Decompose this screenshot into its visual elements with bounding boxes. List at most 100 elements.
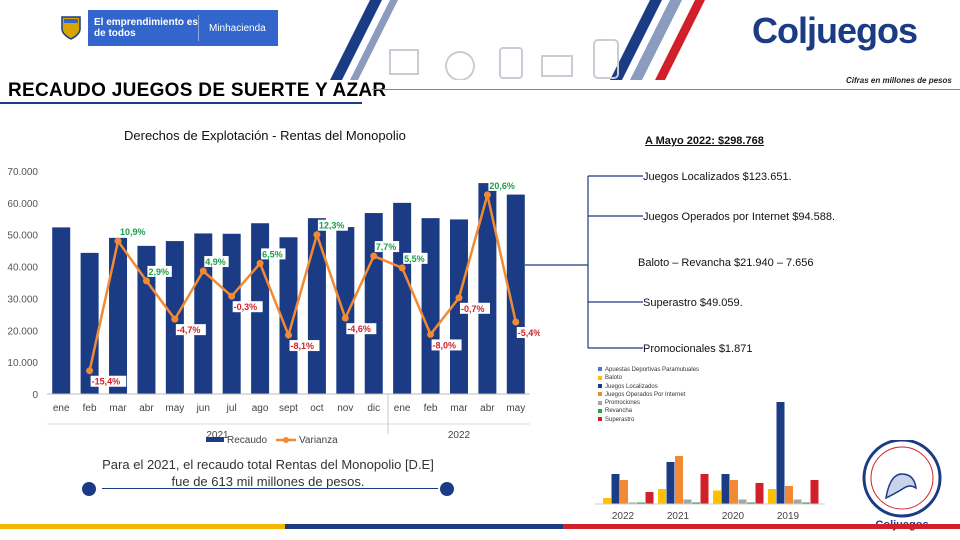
bar bbox=[393, 202, 412, 394]
ministry-name: Minhacienda bbox=[209, 22, 266, 34]
mini-chart-legend: Apuestas Deportivas Paramutuales Baloto Ju… bbox=[598, 366, 699, 424]
mini-legend-swatch bbox=[598, 408, 602, 413]
y-tick-label: 10.000 bbox=[7, 358, 38, 369]
mini-bar bbox=[628, 502, 637, 504]
varianza-point bbox=[370, 252, 378, 260]
mini-bar bbox=[637, 502, 645, 504]
mini-legend-label: Promociones bbox=[605, 400, 641, 407]
varianza-point bbox=[114, 237, 122, 245]
title-underline bbox=[0, 80, 362, 104]
x-tick-label: abr bbox=[139, 403, 154, 414]
varianza-point bbox=[427, 330, 435, 338]
mini-bar bbox=[683, 499, 692, 504]
mini-bar bbox=[700, 474, 709, 504]
y-tick-label: 70.000 bbox=[7, 167, 38, 178]
varianza-label-bg bbox=[90, 375, 127, 387]
varianza-point bbox=[341, 314, 349, 322]
bar bbox=[109, 237, 128, 394]
mini-bar bbox=[738, 499, 747, 504]
legend-marker-varianza bbox=[283, 437, 289, 443]
title-rule bbox=[372, 89, 960, 90]
gov-divider bbox=[198, 15, 199, 41]
summary-note: Para el 2021, el recaudo total Rentas de… bbox=[102, 457, 434, 489]
mini-legend-swatch bbox=[598, 384, 602, 389]
mini-x-label: 2021 bbox=[667, 511, 690, 522]
x-tick-label: abr bbox=[480, 403, 495, 414]
varianza-label: -4,6% bbox=[347, 324, 371, 334]
mini-legend-swatch bbox=[598, 400, 602, 405]
varianza-point bbox=[256, 259, 264, 267]
mini-bar bbox=[730, 480, 738, 504]
varianza-point bbox=[199, 267, 207, 275]
varianza-label: -8,0% bbox=[433, 340, 457, 350]
varianza-point bbox=[512, 318, 520, 326]
x-tick-label: mar bbox=[109, 403, 127, 414]
varianza-label-bg bbox=[175, 324, 206, 336]
mini-legend-item: Superastro bbox=[598, 416, 699, 424]
varianza-label: -5,4% bbox=[518, 328, 540, 338]
units-note: Cifras en millones de pesos bbox=[846, 76, 952, 85]
mini-bar bbox=[810, 480, 819, 504]
mini-bar bbox=[802, 502, 810, 504]
mini-bar bbox=[620, 480, 628, 504]
varianza-label-bg bbox=[431, 339, 462, 351]
varianza-label: -4,7% bbox=[177, 325, 201, 335]
mini-legend-item: Juegos Localizados bbox=[598, 383, 699, 391]
mini-legend-swatch bbox=[598, 417, 602, 422]
varianza-label: 10,9% bbox=[120, 227, 146, 237]
x-tick-label: feb bbox=[424, 403, 438, 414]
mini-bar bbox=[768, 489, 776, 504]
varianza-point bbox=[142, 277, 150, 285]
mini-bar bbox=[793, 499, 802, 504]
page-title: RECAUDO JUEGOS DE SUERTE Y AZAR bbox=[8, 80, 387, 101]
varianza-label: 12,3% bbox=[319, 221, 345, 231]
x-tick-label: ene bbox=[394, 403, 411, 414]
mini-legend-label: Baloto bbox=[605, 375, 623, 382]
varianza-label: -15,4% bbox=[92, 377, 121, 387]
bar bbox=[336, 227, 355, 394]
varianza-label-bg bbox=[374, 241, 400, 253]
mini-bar bbox=[776, 402, 785, 504]
x-tick-label: ene bbox=[53, 403, 70, 414]
varianza-label-bg bbox=[232, 301, 263, 313]
coljuegos-logo: Coljuegos bbox=[752, 10, 918, 51]
varianza-label-bg bbox=[403, 252, 428, 264]
salud-seal: Coljuegos bbox=[862, 440, 942, 531]
mini-bar bbox=[603, 498, 611, 504]
bottom-stripe-blue bbox=[285, 524, 563, 529]
mini-bar bbox=[645, 492, 654, 504]
mini-legend-label: Revancha bbox=[605, 408, 633, 415]
x-tick-label: nov bbox=[337, 403, 353, 414]
varianza-point bbox=[483, 191, 491, 199]
mini-bar bbox=[721, 474, 730, 504]
main-chart: 0 10.000 20.000 30.000 40.000 50.000 60.000 70.… bbox=[7, 167, 540, 446]
bar bbox=[80, 252, 99, 394]
varianza-label-bg bbox=[261, 248, 286, 260]
mini-bar bbox=[785, 486, 793, 504]
bottom-stripe-yellow bbox=[0, 524, 285, 529]
y-tick-label: 30.000 bbox=[7, 294, 38, 305]
mini-legend-swatch bbox=[598, 367, 602, 372]
mini-legend-item: Baloto bbox=[598, 374, 699, 382]
summary-item: Juegos Operados por Internet $94.588. bbox=[643, 211, 836, 223]
varianza-label-bg bbox=[317, 219, 348, 231]
note-underline bbox=[102, 488, 438, 489]
year-label: 2022 bbox=[448, 430, 471, 441]
varianza-label: 2,9% bbox=[148, 267, 169, 277]
varianza-label: -0,7% bbox=[461, 304, 485, 314]
varianza-label-bg bbox=[346, 323, 377, 335]
summary-item: Juegos Localizados $123.651. bbox=[643, 171, 792, 183]
mini-legend-label: Juegos Operados Por Internet bbox=[605, 391, 686, 398]
mini-legend-label: Apuestas Deportivas Paramutuales bbox=[605, 367, 700, 373]
x-tick-label: may bbox=[165, 403, 184, 414]
mini-bar bbox=[611, 474, 620, 504]
mini-legend-item: Apuestas Deportivas Paramutuales bbox=[598, 366, 699, 374]
y-tick-label: 0 bbox=[32, 390, 38, 401]
varianza-label-bg bbox=[459, 302, 490, 314]
note-bullet-right bbox=[440, 482, 454, 496]
summary-item: Promocionales $1.871 bbox=[643, 343, 753, 355]
mini-bar bbox=[658, 489, 666, 504]
mini-bar bbox=[692, 502, 700, 504]
legend-swatch-recaudo bbox=[206, 437, 224, 442]
year-label: 2021 bbox=[206, 430, 229, 441]
